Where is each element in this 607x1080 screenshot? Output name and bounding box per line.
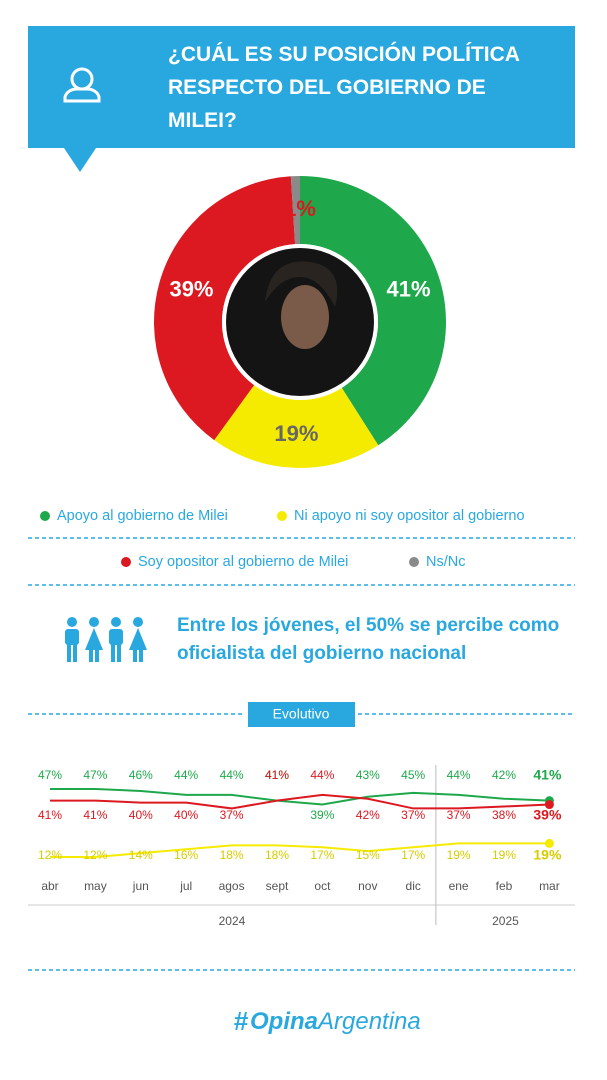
value-label: 47%	[38, 768, 62, 782]
value-label: 14%	[129, 848, 153, 862]
slice-label: 1%	[284, 196, 316, 221]
value-label: 44%	[310, 768, 334, 782]
legend-dot	[277, 511, 287, 521]
slice-label: 39%	[169, 276, 213, 301]
logo-rest: Argentina	[316, 1008, 421, 1035]
x-tick-label: jul	[179, 879, 192, 893]
youth-icon	[65, 617, 147, 662]
value-label: 41%	[533, 767, 562, 783]
value-label: 44%	[447, 768, 471, 782]
value-label: 39%	[310, 808, 334, 822]
value-label: 39%	[533, 807, 562, 823]
donut-slice	[300, 176, 446, 446]
value-label: 15%	[356, 848, 380, 862]
dividers	[28, 537, 575, 971]
legend-label: Soy opositor al gobierno de Milei	[138, 554, 348, 570]
x-tick-label: oct	[314, 879, 331, 893]
trend-line	[50, 788, 550, 806]
value-label: 45%	[401, 768, 425, 782]
value-label: 47%	[83, 768, 107, 782]
legend-label: Ni apoyo ni soy opositor al gobierno	[294, 508, 525, 524]
header-box	[28, 26, 575, 148]
x-tick-label: nov	[358, 879, 377, 893]
header-title: ¿CUÁL ES SU POSICIÓN POLÍTICA RESPECTO D…	[168, 43, 520, 132]
logo-text: OpinaArgentina	[250, 1008, 421, 1035]
year-label: 2025	[492, 914, 519, 928]
photo-face	[281, 285, 329, 349]
value-label: 42%	[492, 768, 516, 782]
x-tick-label: feb	[496, 879, 513, 893]
x-tick-label: sept	[266, 879, 289, 893]
x-tick-label: jun	[132, 879, 149, 893]
value-label: 16%	[174, 848, 198, 862]
value-label: 42%	[356, 808, 380, 822]
value-label: 18%	[265, 848, 289, 862]
x-tick-label: ene	[449, 879, 469, 893]
value-label: 43%	[356, 768, 380, 782]
value-label: 17%	[401, 848, 425, 862]
photo-hair	[265, 261, 338, 307]
value-label: 19%	[533, 847, 562, 863]
value-label: 12%	[38, 848, 62, 862]
donut-slice	[214, 385, 379, 468]
legend-dot	[40, 511, 50, 521]
slice-label: 41%	[386, 276, 430, 301]
x-tick-label: abr	[41, 879, 58, 893]
evolutivo-pill	[248, 702, 355, 727]
value-label: 38%	[492, 808, 516, 822]
value-label: 41%	[265, 768, 289, 782]
value-label: 19%	[492, 848, 516, 862]
legend-dot	[121, 557, 131, 567]
x-tick-label: may	[84, 879, 107, 893]
legend-label: Ns/Nc	[426, 554, 465, 570]
logo-hash: #	[234, 1006, 249, 1036]
value-label: 17%	[310, 848, 334, 862]
value-label: 19%	[447, 848, 471, 862]
trend-line	[50, 842, 550, 858]
value-label: 44%	[220, 768, 244, 782]
value-label: 46%	[129, 768, 153, 782]
trend-line	[50, 793, 550, 810]
donut-slice	[290, 176, 300, 245]
legend-label: Apoyo al gobierno de Milei	[57, 508, 228, 524]
value-label: 18%	[220, 848, 244, 862]
value-label: 40%	[174, 808, 198, 822]
line-chart-title: Evolutivo	[273, 706, 330, 722]
value-label: 44%	[174, 768, 198, 782]
x-tick-label: mar	[539, 879, 560, 893]
logo-bold: Opina	[250, 1008, 318, 1035]
x-tick-label: dic	[406, 879, 421, 893]
value-label: 12%	[83, 848, 107, 862]
legend-dot	[409, 557, 419, 567]
slice-label: 19%	[274, 421, 318, 446]
x-tick-label: agos	[219, 879, 245, 893]
end-dot	[544, 838, 554, 848]
person-icon	[63, 67, 101, 103]
value-label: 37%	[447, 808, 471, 822]
value-label: 41%	[265, 768, 289, 782]
header-pointer	[64, 148, 96, 172]
callout-text: Entre los jóvenes, el 50% se percibe com…	[177, 615, 560, 664]
value-label: 37%	[401, 808, 425, 822]
end-dot	[544, 800, 554, 810]
value-label: 41%	[38, 808, 62, 822]
donut-slice	[153, 176, 296, 441]
value-label: 40%	[129, 808, 153, 822]
year-label: 2024	[219, 914, 246, 928]
value-label: 37%	[220, 808, 244, 822]
value-label: 41%	[83, 808, 107, 822]
